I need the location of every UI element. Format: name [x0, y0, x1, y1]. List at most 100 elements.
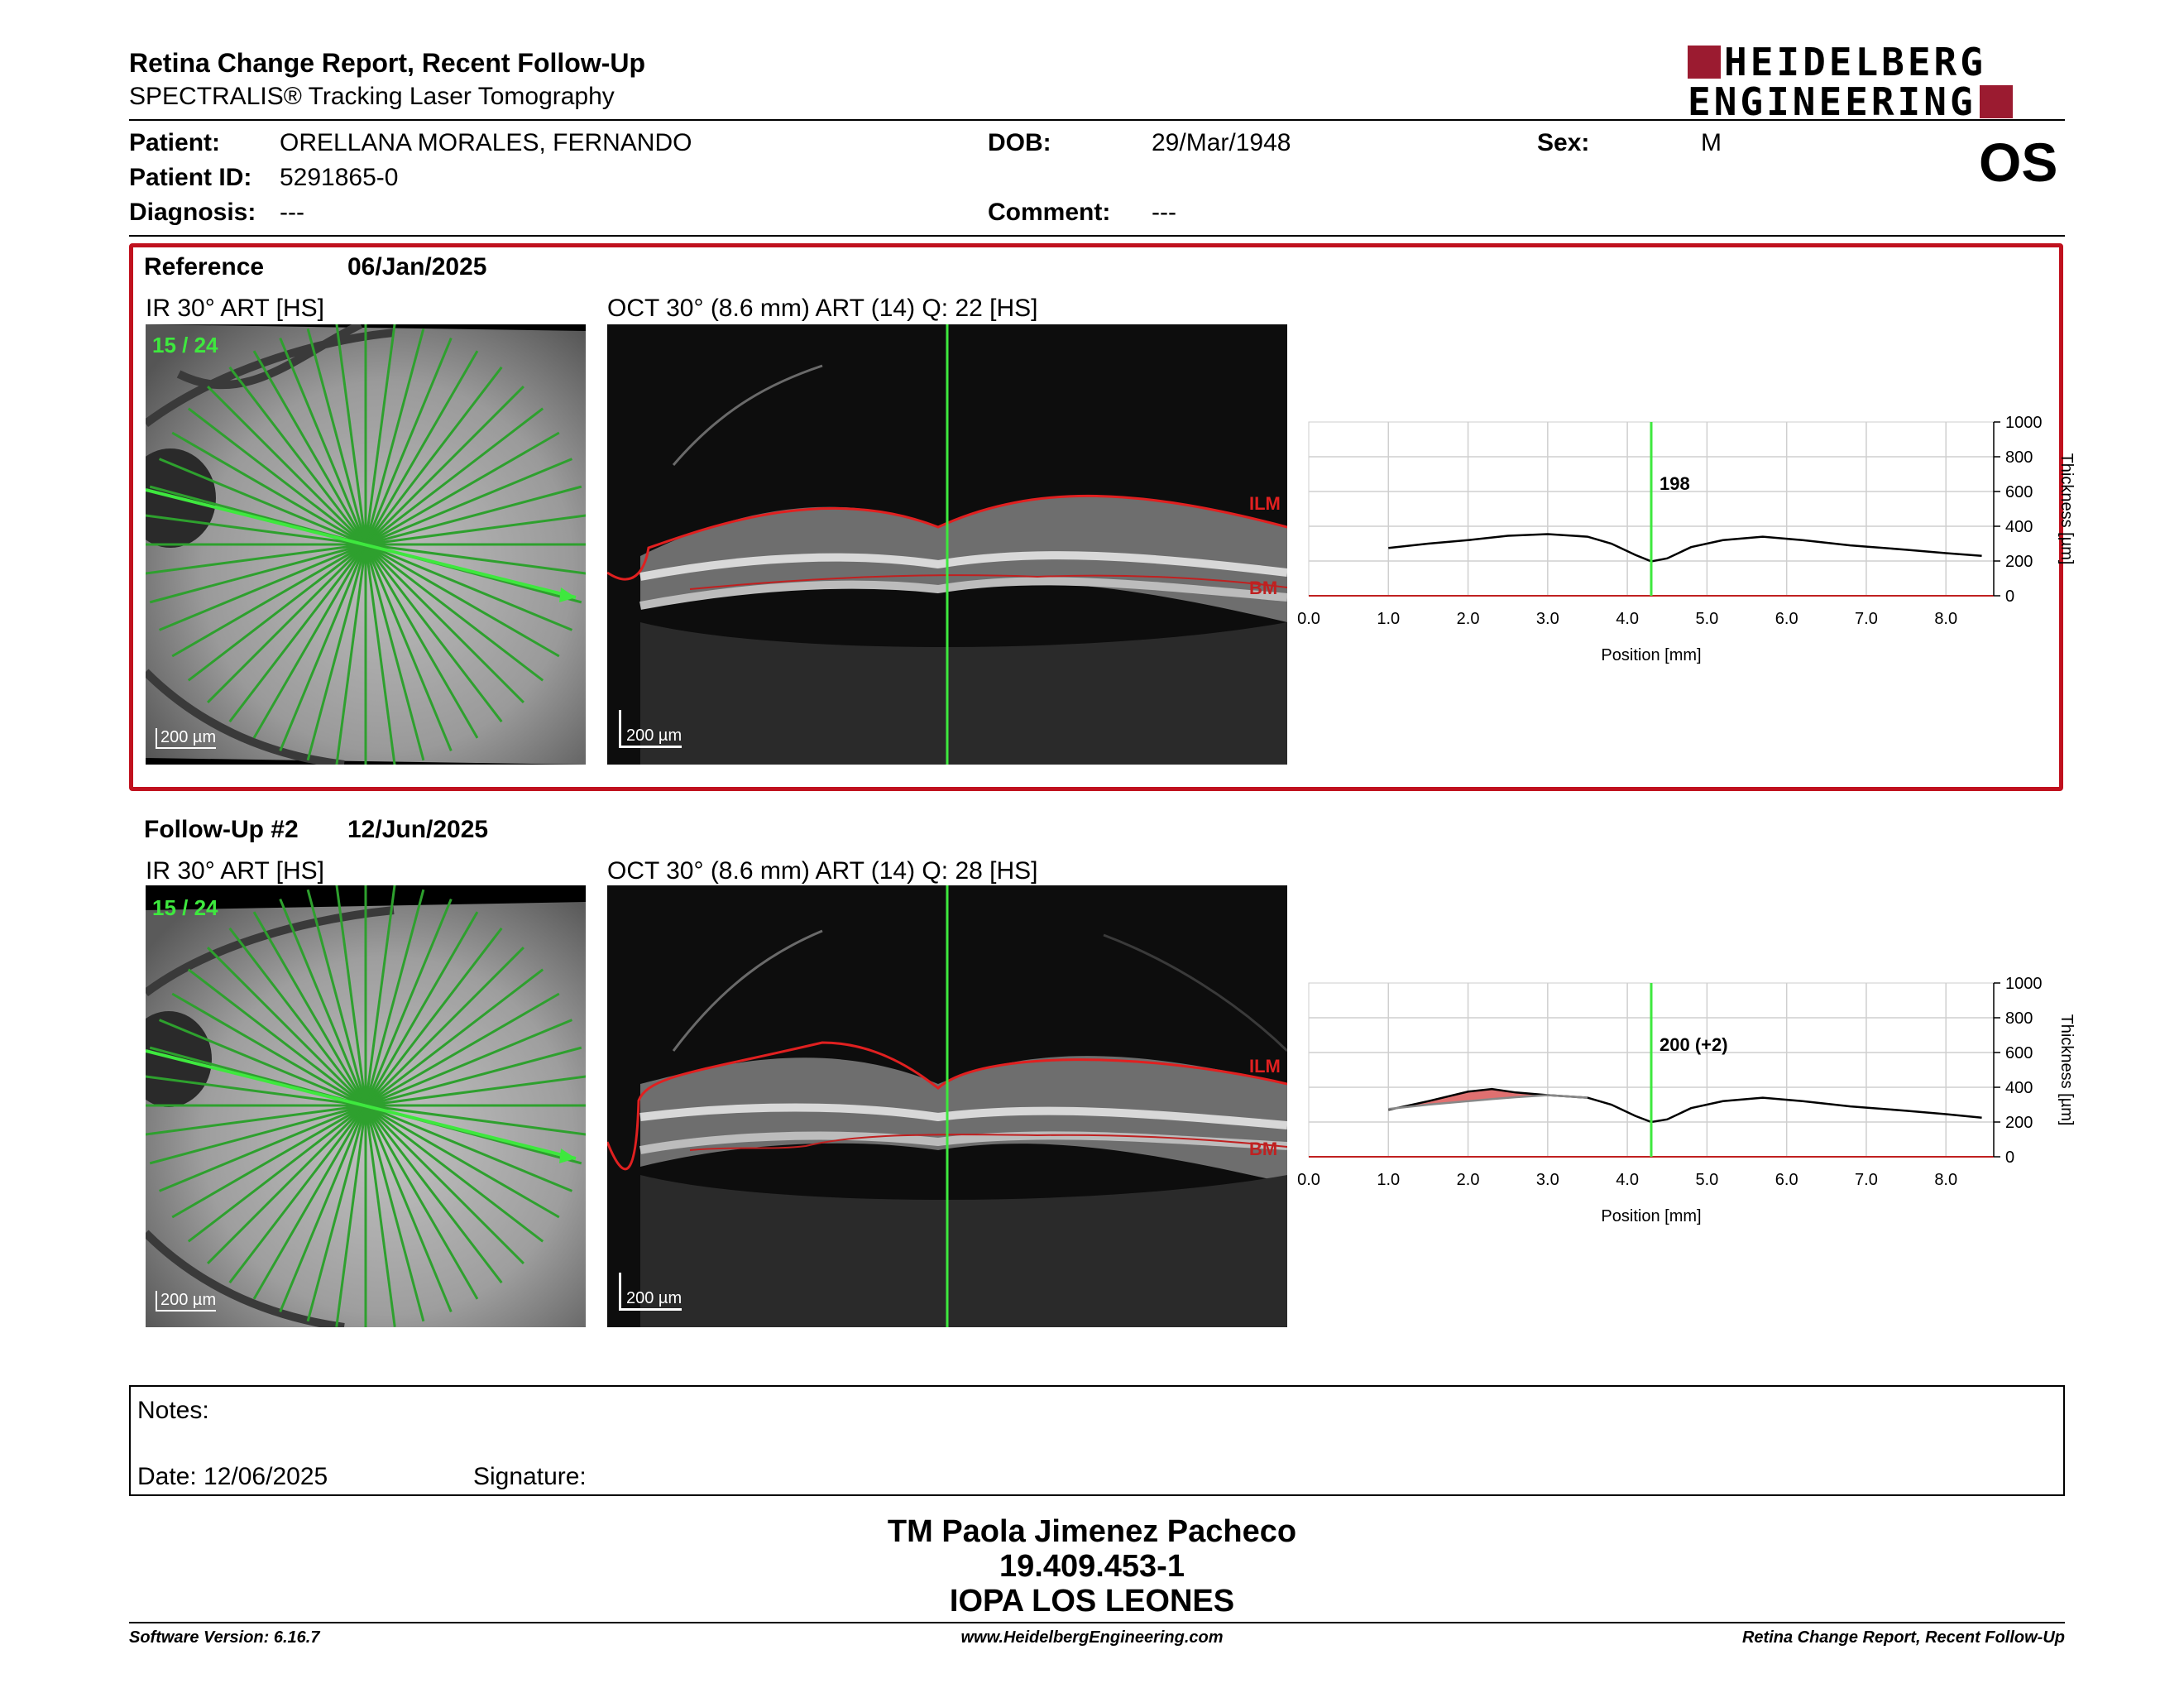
y-axis-label: Thickness [µm]: [2057, 1014, 2076, 1126]
x-tick-label: 4.0: [1616, 1171, 1639, 1189]
bm-label: BM: [1249, 578, 1278, 598]
y-tick-label: 0: [2005, 1149, 2014, 1167]
scan-index: 15 / 24: [152, 333, 218, 357]
website-link[interactable]: www.HeidelbergEngineering.com: [960, 1628, 1224, 1647]
followup-date: 12/Jun/2025: [347, 816, 489, 843]
reference-ir-label: IR 30° ART [HS]: [146, 295, 324, 322]
x-tick-label: 1.0: [1377, 610, 1400, 628]
oct-scale-bar: 200 µm: [619, 1273, 682, 1311]
patient-id: 5291865-0: [280, 164, 399, 191]
x-tick-label: 8.0: [1934, 610, 1957, 628]
diagnosis-label: Diagnosis:: [129, 199, 256, 226]
followup-ir-image[interactable]: 15 / 24 200 µm: [146, 885, 586, 1327]
x-tick-label: 1.0: [1377, 1171, 1400, 1189]
sex-value: M: [1701, 129, 1722, 156]
footer-report-name: Retina Change Report, Recent Follow-Up: [1741, 1628, 2065, 1647]
patient-divider: [129, 235, 2065, 237]
comment-value: ---: [1152, 199, 1176, 226]
y-tick-label: 200: [2005, 553, 2033, 571]
x-tick-label: 6.0: [1775, 610, 1798, 628]
x-tick-label: 2.0: [1457, 610, 1480, 628]
followup-thickness-chart: 0.0 1.0 2.0 3.0 4.0 5.0 6.0 7.0 8.0 0 200 400 600 800…: [1297, 975, 2076, 1225]
x-tick-label: 5.0: [1695, 1171, 1718, 1189]
x-tick-label: 3.0: [1536, 610, 1559, 628]
thickness-line: [1388, 533, 1982, 563]
x-tick-label: 2.0: [1457, 1171, 1480, 1189]
y-tick-label: 200: [2005, 1114, 2033, 1132]
x-tick-label: 4.0: [1616, 610, 1639, 628]
reference-oct-image[interactable]: ILM BM 200 µm: [607, 324, 1287, 765]
followup-label: Follow-Up #2: [144, 816, 299, 843]
reference-label: Reference: [144, 253, 265, 281]
oct-scale-bar: 200 µm: [619, 710, 682, 748]
software-version: Software Version: 6.16.7: [129, 1628, 320, 1647]
notes-label: Notes:: [137, 1397, 209, 1424]
reference-oct-label: OCT 30° (8.6 mm) ART (14) Q: 22 [HS]: [607, 295, 1038, 322]
signature-label: Signature:: [473, 1463, 587, 1490]
reference-date: 06/Jan/2025: [347, 253, 487, 281]
oct-svg: [607, 324, 1287, 765]
dob-label: DOB:: [988, 129, 1051, 156]
y-axis-label: Thickness [µm]: [2057, 453, 2076, 565]
x-tick-label: 5.0: [1695, 610, 1718, 628]
footer-divider: [129, 1622, 2065, 1623]
reference-thickness-chart: 0.0 1.0 2.0 3.0 4.0 5.0 6.0 7.0 8.0 0 200 400 600 800…: [1297, 414, 2076, 664]
sex-label: Sex:: [1537, 129, 1590, 156]
fundus-svg: [146, 324, 586, 765]
signer-id: 19.409.453-1: [999, 1549, 1185, 1584]
notes-box[interactable]: Notes: Date: 12/06/2025 Signature:: [129, 1385, 2065, 1496]
thickness-annotation: 200 (+2): [1660, 1034, 1728, 1055]
logo-square-icon: [1688, 46, 1721, 79]
y-tick-label: 0: [2005, 587, 2014, 606]
followup-oct-image[interactable]: ILM BM 200 µm: [607, 885, 1287, 1327]
x-tick-label: 7.0: [1855, 610, 1878, 628]
ilm-label: ILM: [1249, 1056, 1281, 1077]
x-axis-label: Position [mm]: [1601, 1207, 1701, 1225]
y-tick-label: 1000: [2005, 975, 2043, 993]
y-tick-label: 1000: [2005, 414, 2043, 432]
scan-index: 15 / 24: [152, 895, 218, 920]
ilm-label: ILM: [1249, 493, 1281, 514]
y-tick-label: 400: [2005, 1079, 2033, 1097]
report-title: Retina Change Report, Recent Follow-Up: [129, 48, 646, 78]
eye-label: OS: [1979, 132, 2058, 193]
y-tick-label: 600: [2005, 1044, 2033, 1062]
ir-scale-bar: 200 µm: [156, 1291, 217, 1312]
reference-frame: [129, 243, 2063, 791]
x-axis-label: Position [mm]: [1601, 646, 1701, 664]
x-tick-label: 0.0: [1297, 1171, 1320, 1189]
patient-label: Patient:: [129, 129, 221, 156]
comment-label: Comment:: [988, 199, 1111, 226]
y-tick-label: 800: [2005, 448, 2033, 467]
x-tick-label: 3.0: [1536, 1171, 1559, 1189]
x-tick-label: 8.0: [1934, 1171, 1957, 1189]
patient-name: ORELLANA MORALES, FERNANDO: [280, 129, 692, 156]
y-tick-label: 400: [2005, 518, 2033, 536]
fundus-svg: [146, 885, 586, 1327]
logo-line2: ENGINEERING: [1688, 79, 1976, 124]
thickness-increase-area: [1388, 1089, 1588, 1110]
x-tick-label: 6.0: [1775, 1171, 1798, 1189]
patient-id-label: Patient ID:: [129, 164, 252, 191]
notes-date: Date: 12/06/2025: [137, 1463, 328, 1490]
followup-oct-label: OCT 30° (8.6 mm) ART (14) Q: 28 [HS]: [607, 857, 1038, 885]
reference-ir-image[interactable]: 15 / 24 200 µm: [146, 324, 586, 765]
reference-thickness-line: [1388, 1094, 1588, 1110]
thickness-annotation: 198: [1660, 473, 1690, 494]
y-tick-label: 600: [2005, 483, 2033, 501]
followup-ir-label: IR 30° ART [HS]: [146, 857, 324, 885]
ir-scale-bar: 200 µm: [156, 728, 217, 749]
dob-value: 29/Mar/1948: [1152, 129, 1291, 156]
signer-institution: IOPA LOS LEONES: [949, 1584, 1235, 1618]
header-divider: [129, 119, 2065, 121]
oct-svg: [607, 885, 1287, 1327]
signer-name: TM Paola Jimenez Pacheco: [887, 1514, 1297, 1549]
logo-square-icon: [1979, 85, 2013, 118]
x-tick-label: 0.0: [1297, 610, 1320, 628]
y-tick-label: 800: [2005, 1009, 2033, 1028]
x-tick-label: 7.0: [1855, 1171, 1878, 1189]
logo-line1: HEIDELBERG: [1724, 40, 1986, 84]
diagnosis-value: ---: [280, 199, 304, 226]
bm-label: BM: [1249, 1139, 1278, 1159]
report-subtitle: SPECTRALIS® Tracking Laser Tomography: [129, 83, 615, 110]
